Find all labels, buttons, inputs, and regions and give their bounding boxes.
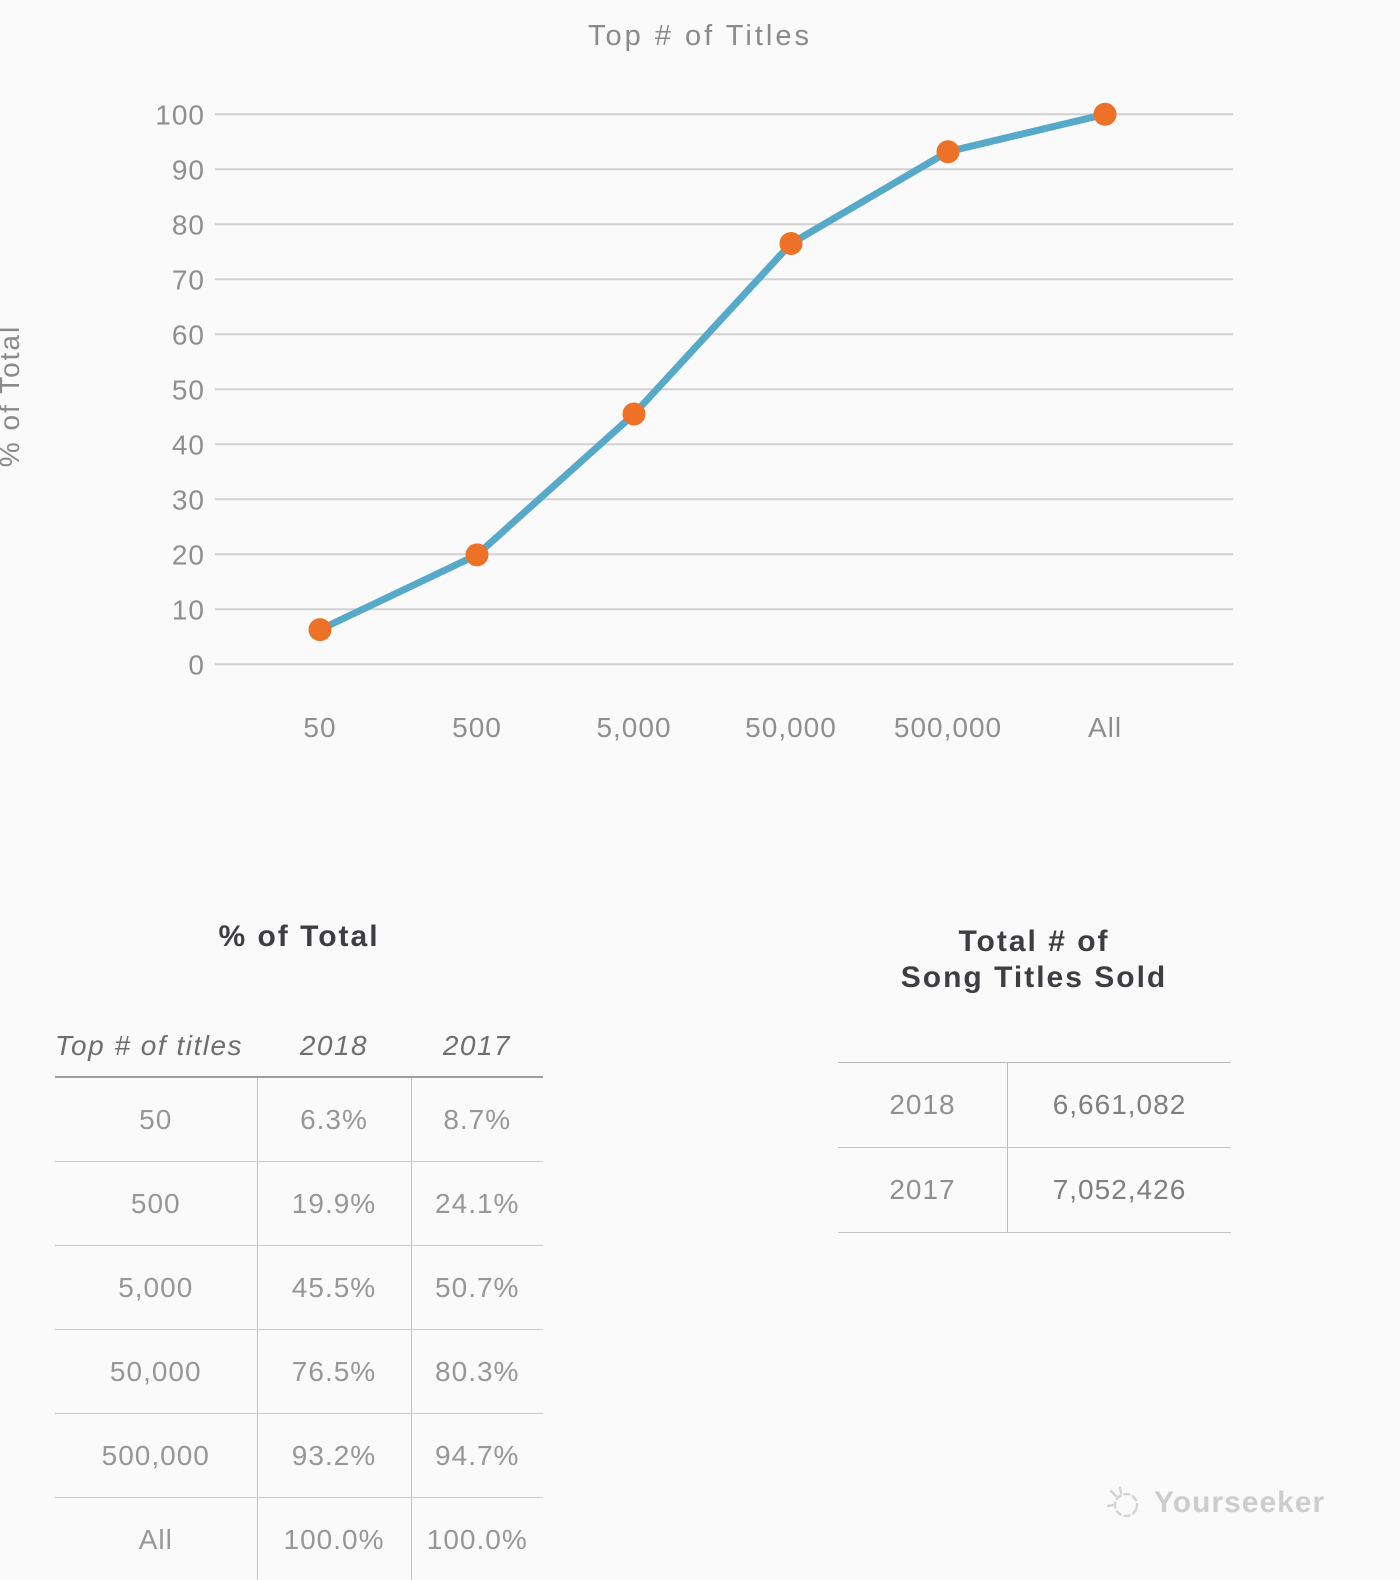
watermark-text: Yourseeker bbox=[1154, 1486, 1326, 1519]
x-tick-label: All bbox=[1088, 712, 1122, 743]
percent-of-total-table: Top # of titles 2018 2017 50 6.3% 8.7% 500 19.… bbox=[55, 954, 543, 1580]
left-table-column-header: 2017 bbox=[411, 954, 543, 1078]
y-tick-label: 60 bbox=[172, 319, 205, 350]
table-cell: 100.0% bbox=[257, 1497, 412, 1580]
data-point-marker bbox=[308, 618, 332, 642]
table-cell: 19.9% bbox=[257, 1161, 412, 1246]
watermark: Yourseeker bbox=[1106, 1482, 1325, 1524]
y-tick-label: 0 bbox=[188, 649, 205, 680]
table-row: 500,000 93.2% 94.7% bbox=[55, 1413, 543, 1498]
song-titles-sold-table-section: Total # of Song Titles Sold 2018 6,661,08… bbox=[838, 910, 1231, 1233]
y-tick-label: 90 bbox=[172, 154, 205, 185]
y-tick-label: 80 bbox=[172, 209, 205, 240]
table-cell: 80.3% bbox=[411, 1329, 543, 1414]
table-row: 500 19.9% 24.1% bbox=[55, 1161, 543, 1246]
series-line-2018 bbox=[316, 110, 1109, 634]
x-tick-label: 5,000 bbox=[596, 712, 671, 743]
table-row: 50 6.3% 8.7% bbox=[55, 1077, 543, 1162]
song-titles-sold-table: 2018 6,661,082 2017 7,052,426 bbox=[838, 1062, 1231, 1233]
right-table-title-line1: Total # of bbox=[958, 925, 1110, 958]
left-table-title: % of Total bbox=[218, 920, 380, 953]
x-tick-label: 500 bbox=[452, 712, 502, 743]
right-table-title: Total # of Song Titles Sold bbox=[838, 924, 1230, 996]
total-sold-cell: 6,661,082 bbox=[1007, 1062, 1231, 1148]
y-tick-label: 100 bbox=[155, 99, 205, 130]
percent-of-total-table-section: % of Total Top # of titles 2018 2017 50 6.3… bbox=[55, 910, 543, 1580]
y-tick-label: 30 bbox=[172, 484, 205, 515]
table-cell: 5,000 bbox=[55, 1245, 258, 1330]
y-tick-label: 50 bbox=[172, 374, 205, 405]
table-row: All 100.0% 100.0% bbox=[55, 1497, 543, 1580]
y-tick-label: 20 bbox=[172, 539, 205, 570]
table-cell: 100.0% bbox=[411, 1497, 543, 1580]
table-cell: All bbox=[55, 1497, 258, 1580]
table-cell: 500 bbox=[55, 1161, 258, 1246]
table-cell: 50 bbox=[55, 1077, 258, 1162]
table-cell: 94.7% bbox=[411, 1413, 543, 1498]
table-cell: 50,000 bbox=[55, 1329, 258, 1414]
left-table-column-header: Top # of titles bbox=[55, 954, 257, 1078]
total-sold-cell: 7,052,426 bbox=[1007, 1147, 1231, 1233]
data-point-marker bbox=[779, 232, 803, 256]
data-point-marker bbox=[622, 402, 646, 426]
table-cell: 45.5% bbox=[257, 1245, 412, 1330]
x-tick-label: 50 bbox=[303, 712, 336, 743]
left-table-column-header: 2018 bbox=[257, 954, 411, 1078]
table-row: 50,000 76.5% 80.3% bbox=[55, 1329, 543, 1414]
data-point-marker bbox=[1093, 102, 1117, 126]
data-point-marker bbox=[465, 543, 489, 567]
table-cell: 76.5% bbox=[257, 1329, 412, 1414]
table-cell: 6.3% bbox=[257, 1077, 412, 1162]
table-row: 2018 6,661,082 bbox=[838, 1062, 1231, 1148]
x-tick-label: 500,000 bbox=[894, 712, 1002, 743]
table-cell: 93.2% bbox=[257, 1413, 412, 1498]
right-table-title-line2: Song Titles Sold bbox=[900, 961, 1168, 994]
table-row: 5,000 45.5% 50.7% bbox=[55, 1245, 543, 1330]
y-tick-label: 10 bbox=[172, 594, 205, 625]
table-cell: 24.1% bbox=[411, 1161, 543, 1246]
year-cell: 2018 bbox=[838, 1062, 1008, 1148]
year-cell: 2017 bbox=[838, 1147, 1008, 1233]
line-chart: 0 10 20 30 40 50 60 70 80 90 100 50 500 5,000 50,000 50… bbox=[155, 99, 1233, 743]
data-point-marker bbox=[936, 140, 960, 164]
table-row: 2017 7,052,426 bbox=[838, 1147, 1231, 1233]
table-cell: 50.7% bbox=[411, 1245, 543, 1330]
x-tick-label: 50,000 bbox=[745, 712, 837, 743]
table-cell: 500,000 bbox=[55, 1413, 258, 1498]
chart-title: Top # of Titles bbox=[588, 20, 812, 52]
y-tick-label: 70 bbox=[172, 264, 205, 295]
yourseeker-doodle-icon bbox=[1106, 1486, 1139, 1518]
left-table-header-row: Top # of titles 2018 2017 bbox=[55, 954, 543, 1078]
y-tick-label: 40 bbox=[172, 429, 205, 460]
table-cell: 8.7% bbox=[411, 1077, 543, 1162]
